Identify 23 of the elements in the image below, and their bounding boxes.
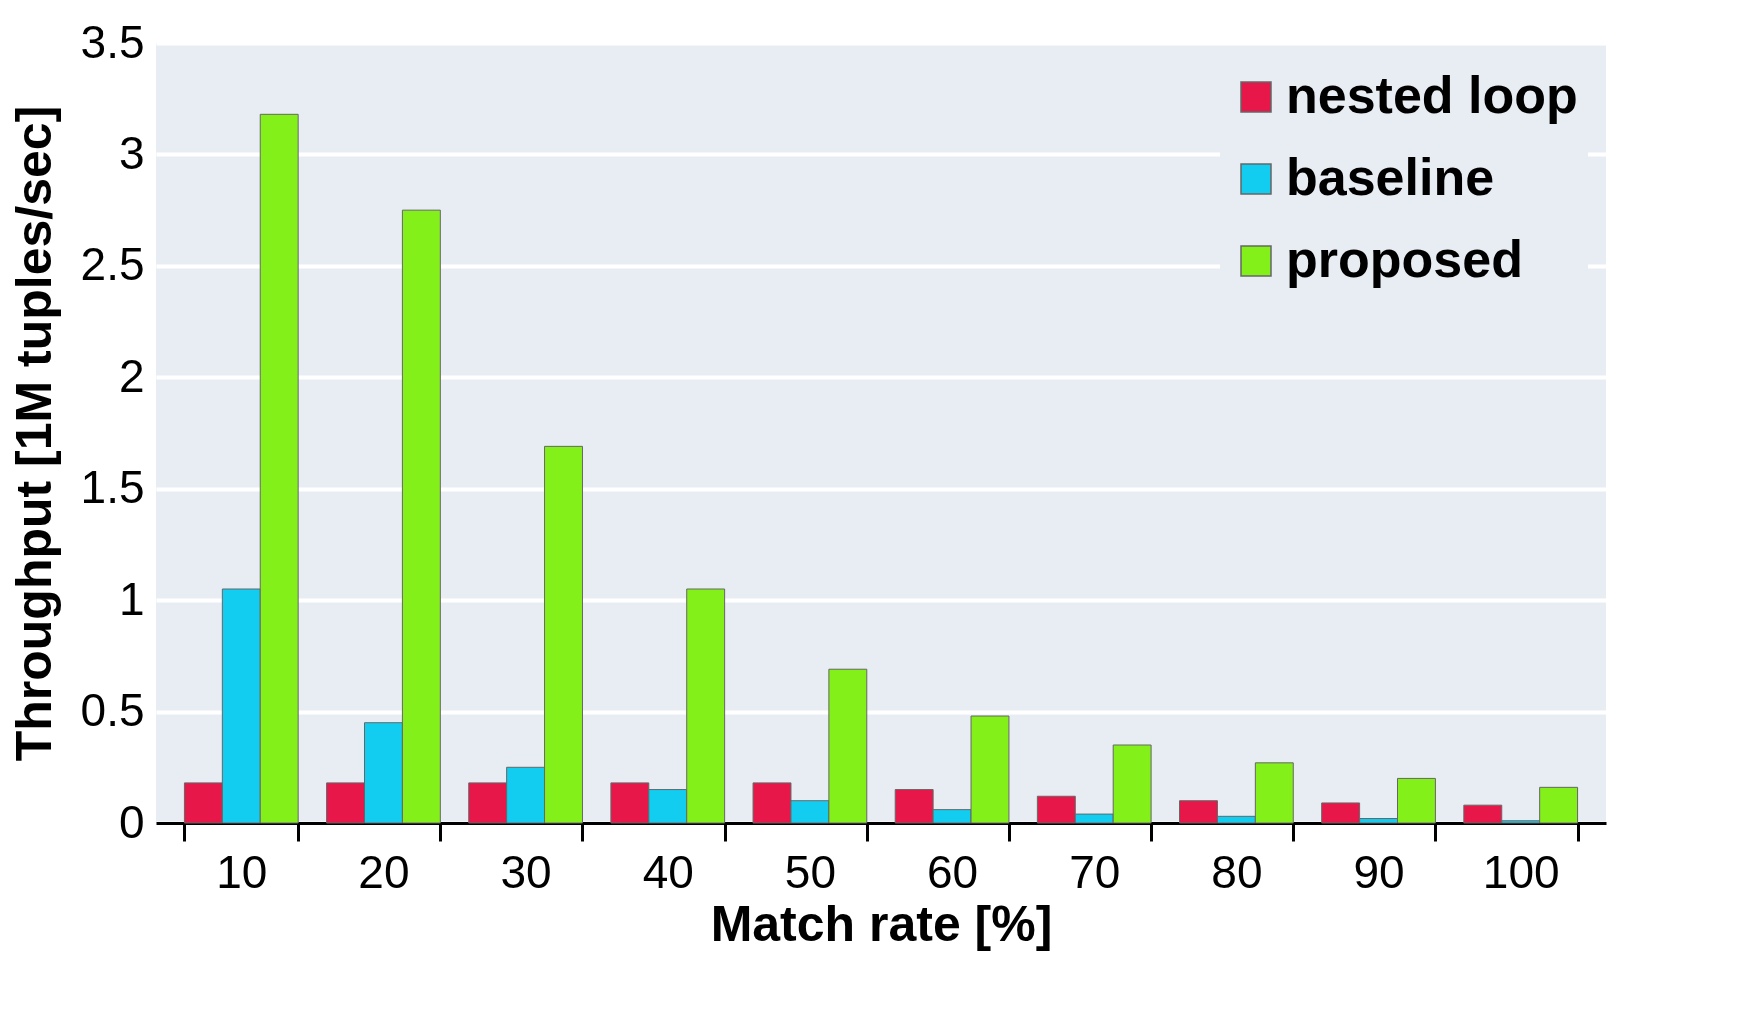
x-tick-label: 60 [926,845,979,898]
y-tick-label: 2.5 [80,238,145,291]
legend-label: proposed [1286,230,1523,288]
y-tick-label: 2 [118,349,145,402]
y-tick-label: 0.5 [80,684,145,737]
x-axis-title: Match rate [%] [710,895,1053,952]
y-tick-label: 3.5 [80,15,145,68]
x-tick-label: 70 [1069,845,1121,898]
x-tick-label: 100 [1482,845,1560,898]
x-tick-label: 80 [1211,845,1263,898]
legend-label: baseline [1286,148,1495,206]
y-tick-label: 1 [118,572,145,625]
y-tick-label: 0 [118,795,145,848]
y-tick-label: 3 [118,126,145,179]
y-tick-label: 1.5 [80,461,145,514]
x-tick-label: 40 [642,845,694,898]
legend-label: nested loop [1286,66,1578,124]
x-tick-label: 30 [500,845,552,898]
x-tick-label: 20 [358,845,410,898]
y-axis-title: Throughput [1M tuples/sec] [5,105,62,762]
x-tick-label: 50 [784,845,837,898]
x-tick-label: 90 [1353,845,1405,898]
x-tick-label: 10 [216,845,268,898]
